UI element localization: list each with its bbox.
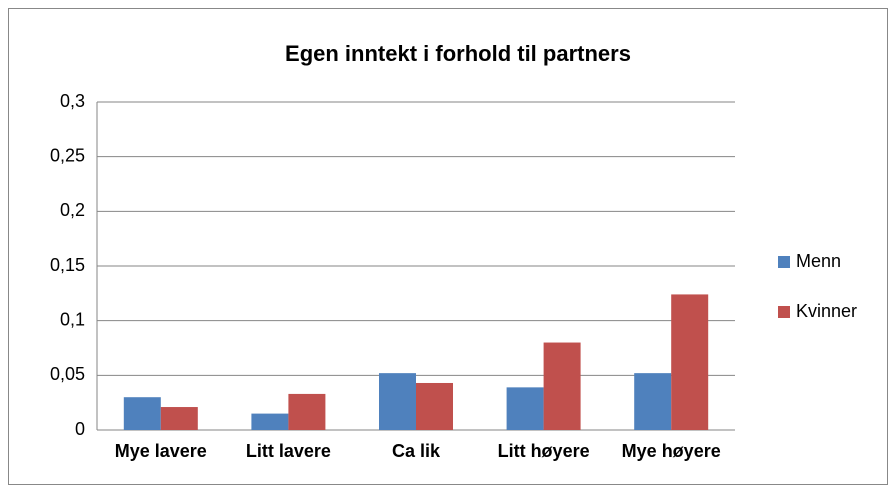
bar — [416, 382, 453, 430]
y-tick-label: 0,25 — [50, 145, 85, 165]
x-tick-label: Mye høyere — [622, 441, 721, 461]
bar — [543, 342, 581, 430]
legend-label: Menn — [796, 251, 841, 271]
y-tick-label: 0,15 — [50, 255, 85, 275]
chart-title: Egen inntekt i forhold til partners — [285, 41, 631, 66]
y-tick-label: 0,1 — [60, 309, 85, 329]
y-tick-label: 0,05 — [50, 364, 85, 384]
x-tick-label: Mye lavere — [115, 441, 207, 461]
y-tick-label: 0 — [75, 419, 85, 439]
x-tick-label: Litt lavere — [246, 441, 331, 461]
bar — [634, 373, 672, 430]
bar — [671, 294, 709, 430]
bar — [251, 413, 289, 430]
bar — [506, 387, 544, 430]
legend-swatch — [778, 256, 790, 268]
legend-swatch — [778, 306, 790, 318]
y-tick-label: 0,3 — [60, 91, 85, 111]
x-tick-label: Ca lik — [392, 441, 441, 461]
x-tick-label: Litt høyere — [498, 441, 590, 461]
bar — [288, 393, 326, 430]
legend-label: Kvinner — [796, 301, 857, 321]
bar — [160, 407, 198, 430]
bar — [123, 397, 161, 430]
y-tick-label: 0,2 — [60, 200, 85, 220]
bar — [379, 373, 416, 430]
